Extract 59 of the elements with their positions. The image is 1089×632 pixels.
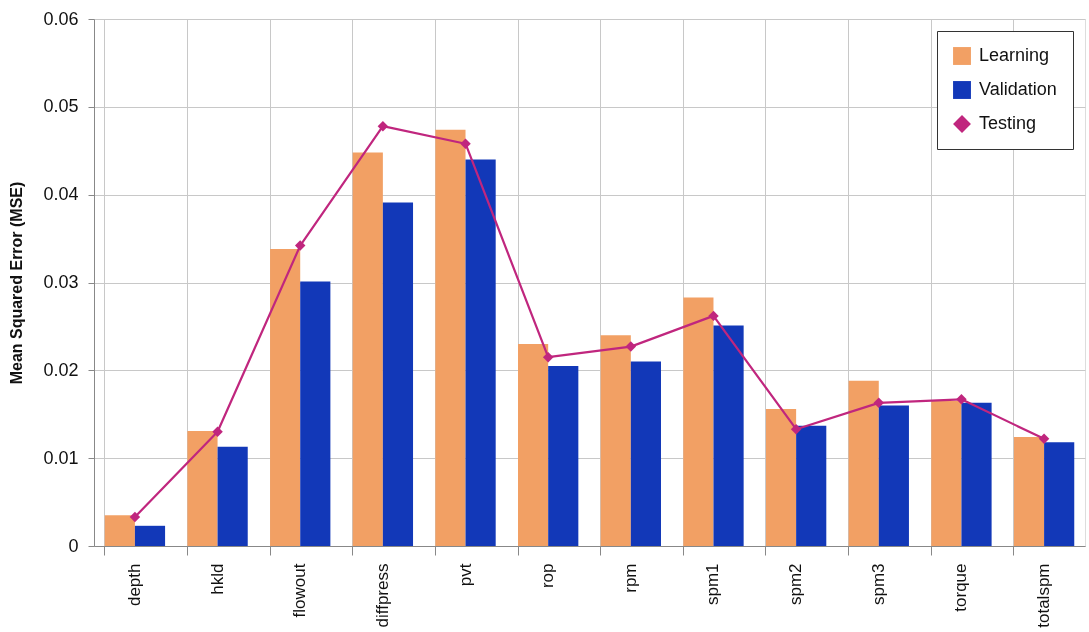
y-axis-title: Mean Squared Error (MSE) [8, 181, 26, 385]
x-tick-label: rpm [620, 563, 640, 593]
y-tick-label: 0.05 [43, 96, 79, 117]
x-tick-label: torque [951, 563, 971, 612]
x-tick-label: flowout [290, 563, 310, 618]
bar [435, 129, 466, 546]
point [956, 394, 967, 405]
bar [1013, 437, 1045, 546]
bar [600, 335, 631, 546]
bar [465, 159, 496, 546]
x-tick-label: spm2 [786, 563, 806, 606]
point [212, 426, 223, 438]
legend-label: Learning [979, 45, 1050, 65]
x-tick-label: totalspm [1034, 563, 1054, 628]
x-tick-label: spm3 [868, 563, 888, 606]
bar [270, 249, 301, 546]
bar [713, 325, 744, 546]
bar [382, 202, 414, 546]
x-tick-label: rop [538, 563, 558, 589]
bar [848, 380, 879, 546]
point [708, 310, 719, 322]
bar [187, 430, 218, 546]
point [625, 341, 637, 352]
legend-label: Validation [979, 79, 1057, 99]
bar [104, 515, 135, 546]
bar [765, 408, 797, 546]
bar [548, 365, 579, 546]
point [460, 138, 471, 149]
point [294, 240, 306, 251]
y-tick-label: 0.03 [43, 272, 79, 292]
x-tick-label: diffpress [372, 563, 392, 628]
bar [518, 343, 549, 546]
point [542, 351, 554, 363]
y-tick-label: 0.06 [43, 8, 79, 29]
bar [878, 405, 909, 546]
bar [134, 525, 166, 546]
point [377, 120, 389, 132]
point [129, 511, 141, 523]
bar [683, 297, 714, 546]
legend-label: Testing [979, 113, 1037, 133]
bar [931, 401, 962, 546]
x-tick-label: spm1 [703, 563, 723, 606]
y-tick-label: 0.04 [43, 184, 79, 205]
point [1038, 433, 1050, 445]
bar [961, 402, 992, 546]
y-tick-label: 0.02 [43, 359, 79, 380]
x-tick-label: depth [124, 563, 144, 607]
bar [796, 425, 827, 546]
y-tick-label: 0 [68, 535, 79, 556]
bar [352, 152, 383, 546]
bar [300, 281, 331, 546]
point [873, 397, 885, 409]
y-tick-label: 0.01 [43, 447, 79, 468]
x-tick-label: hkld [207, 563, 227, 595]
point [790, 423, 802, 435]
bar [217, 446, 248, 546]
x-tick-label: pvt [455, 563, 475, 587]
bar [630, 361, 661, 546]
bar [1044, 442, 1075, 546]
